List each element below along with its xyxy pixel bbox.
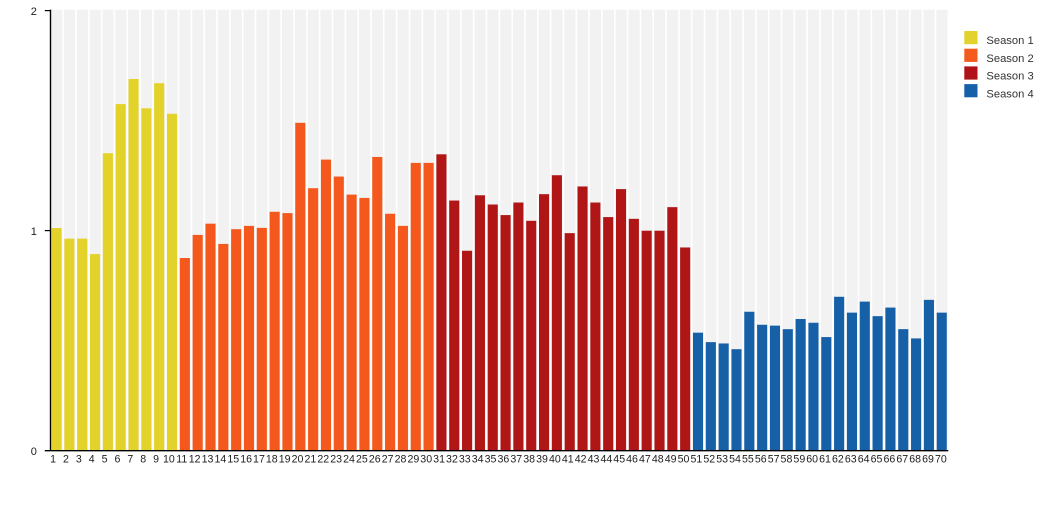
svg-text:29: 29 — [407, 453, 419, 465]
svg-text:46: 46 — [626, 453, 638, 465]
svg-text:33: 33 — [459, 453, 471, 465]
svg-text:58: 58 — [781, 453, 793, 465]
svg-text:51: 51 — [691, 453, 703, 465]
svg-text:18: 18 — [266, 453, 278, 465]
svg-text:39: 39 — [536, 453, 548, 465]
svg-text:43: 43 — [588, 453, 600, 465]
svg-text:17: 17 — [253, 453, 265, 465]
svg-text:9: 9 — [153, 453, 159, 465]
svg-text:42: 42 — [575, 453, 587, 465]
svg-text:2: 2 — [63, 453, 69, 465]
svg-text:52: 52 — [703, 453, 715, 465]
svg-text:6: 6 — [114, 453, 120, 465]
svg-text:28: 28 — [395, 453, 407, 465]
svg-text:40: 40 — [549, 453, 561, 465]
svg-text:60: 60 — [806, 453, 818, 465]
svg-text:45: 45 — [613, 453, 625, 465]
svg-text:4: 4 — [89, 453, 95, 465]
svg-text:25: 25 — [356, 453, 368, 465]
svg-text:55: 55 — [742, 453, 754, 465]
svg-text:32: 32 — [446, 453, 458, 465]
svg-text:54: 54 — [729, 453, 741, 465]
svg-text:10: 10 — [163, 453, 175, 465]
svg-text:66: 66 — [883, 453, 895, 465]
svg-text:5: 5 — [102, 453, 108, 465]
svg-text:Season 4: Season 4 — [986, 88, 1033, 100]
svg-text:8: 8 — [140, 453, 146, 465]
svg-text:48: 48 — [652, 453, 664, 465]
svg-text:49: 49 — [665, 453, 677, 465]
svg-text:1: 1 — [31, 226, 37, 238]
svg-text:12: 12 — [189, 453, 201, 465]
svg-text:22: 22 — [317, 453, 329, 465]
svg-text:70: 70 — [935, 453, 947, 465]
svg-text:67: 67 — [896, 453, 908, 465]
svg-text:37: 37 — [510, 453, 522, 465]
svg-text:62: 62 — [832, 453, 844, 465]
svg-text:24: 24 — [343, 453, 355, 465]
svg-text:65: 65 — [871, 453, 883, 465]
svg-text:63: 63 — [845, 453, 857, 465]
svg-text:3: 3 — [76, 453, 82, 465]
svg-text:11: 11 — [176, 453, 187, 465]
svg-text:0: 0 — [31, 446, 37, 458]
svg-text:38: 38 — [523, 453, 535, 465]
svg-text:35: 35 — [485, 453, 497, 465]
svg-text:14: 14 — [214, 453, 226, 465]
svg-text:31: 31 — [433, 453, 445, 465]
svg-text:69: 69 — [922, 453, 934, 465]
svg-text:1: 1 — [50, 453, 56, 465]
svg-text:21: 21 — [305, 453, 317, 465]
svg-text:Season 3: Season 3 — [986, 71, 1033, 83]
svg-text:44: 44 — [600, 453, 612, 465]
svg-text:61: 61 — [819, 453, 831, 465]
svg-text:20: 20 — [292, 453, 304, 465]
svg-text:2: 2 — [31, 6, 37, 18]
svg-text:50: 50 — [678, 453, 690, 465]
svg-text:15: 15 — [227, 453, 239, 465]
svg-text:64: 64 — [858, 453, 870, 465]
svg-text:Season 1: Season 1 — [986, 35, 1033, 47]
svg-text:41: 41 — [562, 453, 574, 465]
svg-text:23: 23 — [330, 453, 342, 465]
svg-text:Season 2: Season 2 — [986, 53, 1033, 65]
svg-text:36: 36 — [498, 453, 510, 465]
svg-text:26: 26 — [369, 453, 381, 465]
svg-text:57: 57 — [768, 453, 780, 465]
svg-text:59: 59 — [793, 453, 805, 465]
svg-text:30: 30 — [420, 453, 432, 465]
svg-text:19: 19 — [279, 453, 291, 465]
svg-text:16: 16 — [240, 453, 252, 465]
svg-text:13: 13 — [202, 453, 214, 465]
svg-text:68: 68 — [909, 453, 921, 465]
svg-text:7: 7 — [127, 453, 133, 465]
svg-text:34: 34 — [472, 453, 484, 465]
svg-text:56: 56 — [755, 453, 767, 465]
svg-text:47: 47 — [639, 453, 651, 465]
svg-text:27: 27 — [382, 453, 394, 465]
svg-text:53: 53 — [716, 453, 728, 465]
